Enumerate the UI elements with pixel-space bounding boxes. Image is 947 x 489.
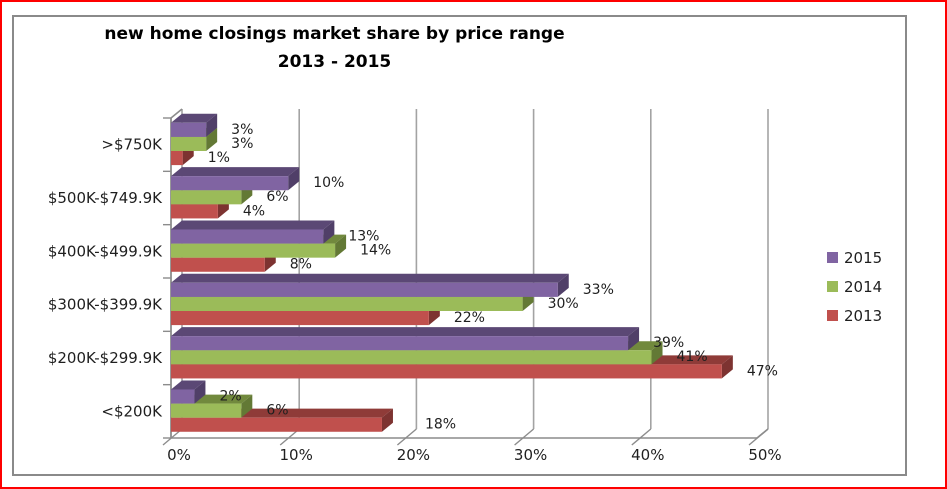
category-label: $500K-$749.9K — [48, 189, 163, 207]
bar-2013 — [171, 151, 183, 166]
chart-title: new home closings market share by price … — [12, 20, 657, 76]
bar-side-2014 — [241, 394, 253, 418]
bar-2013 — [171, 257, 265, 272]
x-axis-label: 10% — [280, 446, 313, 464]
x-axis-label: 30% — [514, 446, 547, 464]
bar-2014 — [171, 296, 523, 311]
bar-2014 — [171, 403, 242, 418]
legend-label: 2015 — [844, 248, 883, 267]
x-axis-label: 20% — [397, 446, 430, 464]
bar-side-2015 — [194, 380, 206, 404]
legend: 2015 2014 2013 — [827, 243, 882, 330]
bar-side-2015 — [323, 220, 335, 244]
data-label: 4% — [243, 203, 265, 219]
bar-2015 — [171, 229, 324, 244]
legend-swatch-icon — [827, 252, 838, 263]
bar-top-2015 — [171, 167, 300, 177]
x-tick — [631, 428, 652, 446]
data-label: 41% — [677, 349, 708, 365]
bar-side-2015 — [288, 167, 300, 191]
bar-2014 — [171, 190, 242, 205]
data-label: 6% — [266, 403, 288, 419]
bar-2015 — [171, 389, 195, 404]
wall-top-slant — [170, 108, 183, 119]
data-label: 2% — [219, 388, 241, 404]
bar-side-2014 — [206, 127, 218, 151]
bar-2013 — [171, 364, 722, 379]
bar-2015 — [171, 336, 629, 351]
data-label: 3% — [231, 136, 253, 152]
data-label: 30% — [548, 296, 579, 312]
category-label: <$200K — [101, 402, 163, 420]
data-label: 47% — [747, 363, 778, 379]
data-label: 3% — [231, 122, 253, 138]
data-label: 33% — [583, 282, 614, 298]
legend-label: 2014 — [844, 277, 883, 296]
data-label: 6% — [266, 189, 288, 205]
legend-item-2014: 2014 — [827, 272, 882, 301]
bar-side-2014 — [335, 234, 347, 258]
bar-side-2015 — [206, 113, 218, 137]
x-tick — [514, 428, 535, 446]
bar-top-2015 — [171, 380, 206, 390]
x-axis-label: 0% — [167, 446, 191, 464]
legend-swatch-icon — [827, 281, 838, 292]
data-label: 22% — [454, 310, 485, 326]
bar-side-2015 — [628, 327, 640, 351]
bar-2013 — [171, 204, 218, 219]
bar-top-2015 — [171, 327, 640, 337]
data-label: 1% — [208, 150, 230, 166]
category-label: $400K-$499.9K — [48, 242, 163, 260]
data-label: 39% — [653, 335, 684, 351]
x-axis-label: 50% — [748, 446, 781, 464]
legend-label: 2013 — [844, 306, 883, 325]
chart-title-line1: new home closings market share by price … — [104, 24, 565, 44]
x-axis-label: 40% — [631, 446, 664, 464]
legend-item-2013: 2013 — [827, 301, 882, 330]
bar-top-2015 — [171, 113, 218, 123]
bar-side-2013 — [381, 408, 393, 432]
legend-item-2015: 2015 — [827, 243, 882, 272]
bar-2015 — [171, 176, 289, 191]
bar-2013 — [171, 311, 429, 326]
category-label: $300K-$399.9K — [48, 296, 163, 314]
category-label: >$750K — [101, 136, 163, 154]
data-label: 18% — [425, 417, 456, 433]
data-label: 14% — [360, 243, 391, 259]
bar-2013 — [171, 417, 382, 432]
category-label: $200K-$299.9K — [48, 349, 163, 367]
data-label: 10% — [313, 175, 344, 191]
data-label: 13% — [348, 228, 379, 244]
x-tick — [396, 428, 417, 446]
bar-side-2014 — [651, 341, 663, 365]
bar-2014 — [171, 350, 652, 365]
chart-area-box — [12, 15, 907, 476]
bar-2014 — [171, 136, 207, 151]
legend-swatch-icon — [827, 310, 838, 321]
bar-side-2015 — [557, 273, 569, 297]
bar-2015 — [171, 282, 558, 297]
chart-title-line2: 2013 - 2015 — [277, 52, 392, 72]
x-tick — [748, 428, 769, 446]
data-label: 8% — [290, 257, 312, 273]
bar-2014 — [171, 243, 336, 258]
bar-top-2015 — [171, 273, 569, 283]
bar-top-2015 — [171, 220, 335, 230]
bar-side-2013 — [721, 355, 733, 379]
bar-2015 — [171, 122, 207, 137]
